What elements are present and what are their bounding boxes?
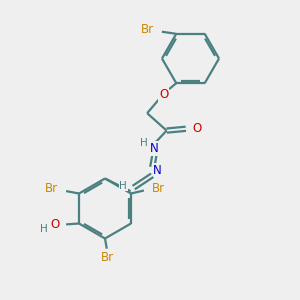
Text: N: N	[153, 164, 162, 177]
Text: Br: Br	[45, 182, 58, 196]
Text: O: O	[159, 88, 168, 101]
Text: Br: Br	[141, 23, 154, 36]
Text: O: O	[193, 122, 202, 135]
Text: H: H	[119, 181, 127, 191]
Text: O: O	[50, 218, 59, 231]
Text: Br: Br	[101, 250, 114, 264]
Text: H: H	[140, 139, 148, 148]
Text: N: N	[150, 142, 159, 155]
Text: Br: Br	[152, 182, 165, 196]
Text: H: H	[40, 224, 48, 234]
